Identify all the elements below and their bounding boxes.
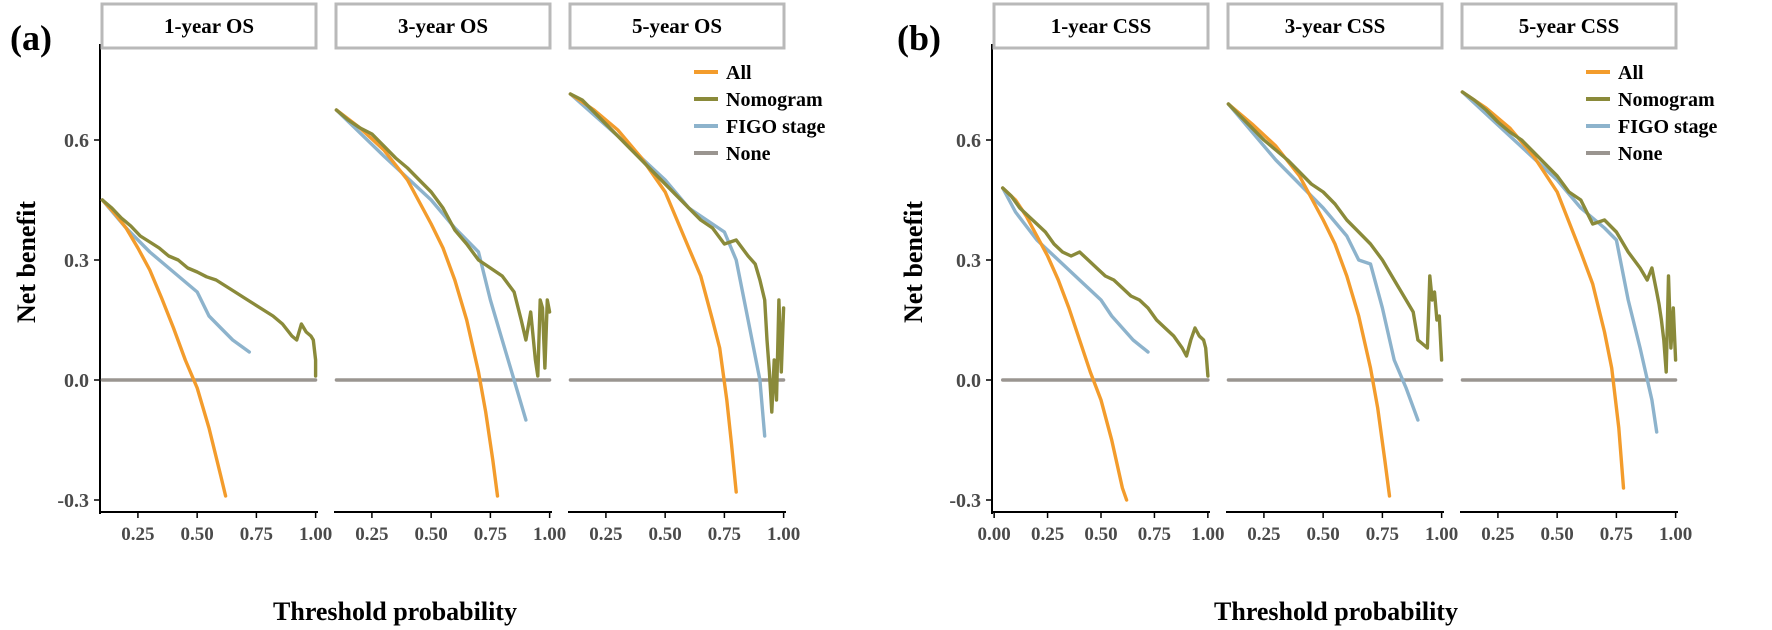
y-tick-label: 0.3 [64,250,89,272]
panel-b-label: (b) [897,18,941,58]
facet-title: 3-year CSS [1285,14,1386,38]
x-tick-label: 0.25 [355,524,388,545]
series-line-nomogram [1226,102,1444,362]
facet-strip [568,2,786,50]
series-line-figo-stage [1001,186,1150,354]
legend-label: None [726,143,771,165]
series-line-nomogram [568,92,786,414]
facet-title: 1-year CSS [1051,14,1152,38]
panel-a-xlabel: Threshold probability [273,597,517,626]
series-line-all [1001,186,1129,502]
y-tick-label: 0.3 [956,250,981,272]
legend-label: All [1618,62,1644,84]
legend-label: None [1618,143,1663,165]
x-tick-label: 0.00 [978,524,1011,545]
y-tick-label: -0.3 [949,490,981,512]
series-line-all [568,92,738,494]
y-tick-label: -0.3 [57,490,89,512]
x-tick-label: 0.50 [415,524,448,545]
panel-a-label: (a) [10,18,52,58]
legend-label: Nomogram [726,89,823,111]
x-tick-label: 0.50 [1307,524,1340,545]
series-line-all [100,198,228,498]
series-line-nomogram [1001,186,1210,378]
x-tick-label: 0.75 [240,524,273,545]
series-line-all [1226,102,1392,498]
panel-b-ylabel: Net benefit [899,201,928,323]
facet-title: 5-year CSS [1519,14,1620,38]
x-tick-label: 0.25 [1031,524,1064,545]
series-line-figo-stage [100,198,252,354]
x-tick-label: 0.50 [1541,524,1574,545]
facet-strip [1226,2,1444,50]
y-tick-label: 0.6 [956,130,981,152]
series-line-nomogram [334,108,552,378]
x-tick-label: 0.75 [1366,524,1399,545]
facet-strip [334,2,552,50]
facet-title: 3-year OS [398,14,488,38]
x-tick-label: 1.00 [1191,524,1224,545]
y-tick-label: 0.0 [956,370,981,392]
x-tick-label: 1.00 [299,524,332,545]
x-tick-label: 1.00 [1659,524,1692,545]
x-tick-label: 0.75 [1138,524,1171,545]
series-line-nomogram [100,198,318,378]
x-tick-label: 0.75 [708,524,741,545]
x-tick-label: 1.00 [767,524,800,545]
x-tick-label: 0.25 [1481,524,1514,545]
x-tick-label: 0.25 [589,524,622,545]
facet-strip [100,2,318,50]
panel-a-ylabel: Net benefit [12,201,41,323]
x-tick-label: 1.00 [533,524,566,545]
x-tick-label: 0.50 [649,524,682,545]
legend-label: FIGO stage [726,116,826,138]
legend-label: Nomogram [1618,89,1715,111]
y-tick-label: 0.0 [64,370,89,392]
series-line-nomogram [1460,90,1678,374]
facet-strip [1460,2,1678,50]
series-line-all [1460,90,1626,490]
facet-strip [992,2,1210,50]
series-line-all [334,108,500,498]
x-tick-label: 0.50 [1084,524,1117,545]
y-tick-label: 0.6 [64,130,89,152]
x-tick-label: 0.75 [474,524,507,545]
legend-label: FIGO stage [1618,116,1718,138]
x-tick-label: 1.00 [1425,524,1458,545]
x-tick-label: 0.75 [1600,524,1633,545]
panel-b-xlabel: Threshold probability [1214,597,1458,626]
facet-title: 1-year OS [164,14,254,38]
series-line-figo-stage [1226,102,1420,422]
legend-label: All [726,62,752,84]
x-tick-label: 0.50 [181,524,214,545]
x-tick-label: 0.25 [121,524,154,545]
x-tick-label: 0.25 [1247,524,1280,545]
series-line-figo-stage [334,108,528,422]
facet-title: 5-year OS [632,14,722,38]
